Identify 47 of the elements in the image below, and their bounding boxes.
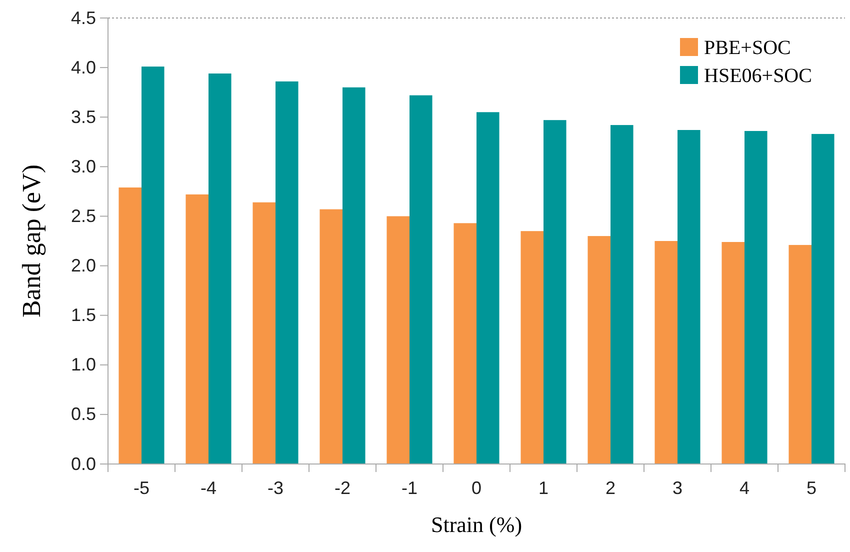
x-tick-label: -3 — [267, 478, 284, 498]
bar — [744, 130, 768, 464]
y-tick-label: 2.5 — [70, 206, 96, 226]
bar — [386, 216, 410, 464]
bar — [208, 74, 232, 464]
bar — [320, 209, 342, 464]
x-tick-label: 1 — [538, 478, 549, 498]
y-tick-label: 0.0 — [70, 454, 96, 474]
bar — [722, 242, 744, 464]
y-tick-label: 4.0 — [70, 57, 96, 78]
y-axis-title: Band gap (eV) — [17, 164, 46, 318]
bar — [410, 95, 432, 464]
x-tick-label: 4 — [739, 478, 750, 498]
bar — [544, 120, 566, 464]
bar — [678, 130, 700, 464]
y-tick-label: 1.5 — [70, 305, 96, 326]
bar — [454, 223, 476, 464]
legend-label: HSE06+SOC — [704, 65, 812, 87]
x-tick-label: 2 — [605, 478, 616, 498]
y-tick-label: 4.5 — [70, 8, 96, 28]
bar — [812, 134, 834, 464]
bar — [142, 66, 164, 464]
bar — [610, 125, 634, 464]
bar — [118, 187, 142, 464]
y-tick-label: 0.5 — [70, 404, 96, 424]
bar — [788, 244, 812, 464]
y-tick-label: 3.5 — [70, 106, 96, 127]
bar — [342, 87, 366, 464]
x-axis-title: Strain (%) — [430, 512, 522, 537]
x-tick-label: -5 — [133, 478, 150, 498]
y-tick-label: 2.0 — [70, 256, 96, 276]
bar — [654, 241, 678, 464]
bar — [276, 81, 298, 464]
bar — [588, 236, 610, 464]
x-tick-label: -2 — [334, 478, 351, 498]
bar — [186, 194, 208, 464]
bar — [252, 202, 276, 464]
x-tick-label: -1 — [401, 478, 418, 498]
y-tick-label: 3.0 — [70, 156, 96, 176]
x-tick-label: 0 — [471, 478, 482, 498]
y-tick-label: 1.0 — [70, 354, 96, 375]
x-tick-label: -4 — [200, 478, 217, 498]
bar — [476, 112, 500, 464]
x-tick-label: 5 — [806, 478, 817, 498]
legend-label: PBE+SOC — [704, 37, 791, 59]
bar — [520, 231, 544, 464]
x-tick-label: 3 — [672, 478, 683, 498]
